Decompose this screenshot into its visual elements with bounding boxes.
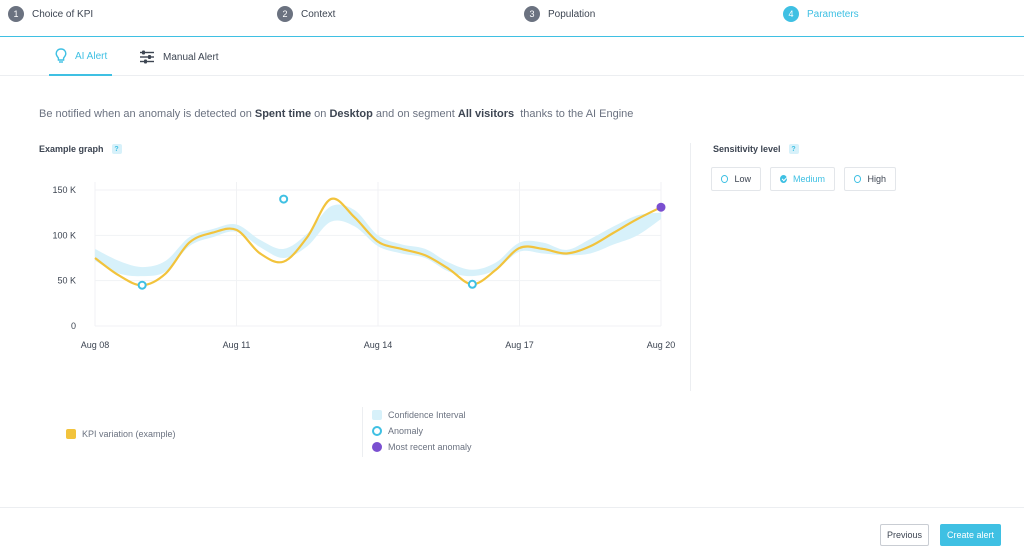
alert-type-tabs: AI Alert Manual Alert — [0, 38, 1024, 76]
step-number: 2 — [277, 6, 293, 22]
y-tick-label: 100 K — [52, 230, 76, 240]
sensitivity-medium[interactable]: Medium — [770, 167, 835, 191]
sensitivity-option-label: Medium — [792, 174, 825, 184]
step-number: 4 — [783, 6, 799, 22]
help-icon[interactable]: ? — [788, 144, 799, 154]
legend-divider — [362, 407, 363, 457]
footer-bar — [0, 507, 1024, 556]
check-icon — [780, 175, 787, 183]
sensitivity-label: Sensitivity level — [713, 144, 781, 154]
radio-icon — [721, 175, 729, 183]
step-number: 3 — [524, 6, 540, 22]
legend-confidence: Confidence Interval — [372, 410, 466, 420]
description-text: and on segment — [372, 108, 458, 120]
legend-recent-anomaly: Most recent anomaly — [372, 442, 472, 452]
legend-kpi: KPI variation (example) — [66, 429, 176, 439]
step-context[interactable]: 2 Context — [277, 6, 335, 22]
step-parameters[interactable]: 4 Parameters — [783, 6, 859, 22]
legend-label: KPI variation (example) — [82, 429, 176, 439]
previous-button[interactable]: Previous — [880, 524, 929, 546]
tab-ai-alert[interactable]: AI Alert — [49, 38, 113, 76]
sensitivity-option-label: High — [867, 174, 886, 184]
legend-label: Confidence Interval — [388, 410, 466, 420]
tab-manual-alert[interactable]: Manual Alert — [139, 38, 219, 76]
stepper: 1 Choice of KPI 2 Context 3 Population 4… — [0, 0, 1024, 37]
radio-icon — [854, 175, 862, 183]
recent-anomaly-point — [656, 202, 666, 212]
legend-anomaly: Anomaly — [372, 426, 423, 436]
anomaly-point — [279, 194, 289, 204]
x-tick-label: Aug 20 — [647, 340, 676, 350]
y-tick-label: 150 K — [52, 185, 76, 195]
sensitivity-high[interactable]: High — [844, 167, 896, 191]
x-tick-label: Aug 14 — [364, 340, 393, 350]
sensitivity-option-label: Low — [734, 174, 751, 184]
description-text: thanks to the AI Engine — [514, 108, 634, 120]
sliders-icon — [139, 50, 155, 64]
tab-label: AI Alert — [75, 50, 108, 62]
step-label: Choice of KPI — [32, 8, 94, 20]
tab-label: Manual Alert — [163, 51, 219, 63]
description-kpi: Spent time — [254, 108, 312, 120]
y-tick-label: 0 — [71, 321, 76, 331]
step-label: Population — [548, 8, 596, 20]
step-label: Context — [301, 8, 336, 20]
legend-swatch — [372, 442, 382, 452]
legend-swatch — [372, 426, 382, 436]
y-tick-label: 50 K — [57, 276, 76, 286]
step-choice-of-kpi[interactable]: 1 Choice of KPI — [8, 6, 93, 22]
x-tick-label: Aug 17 — [505, 340, 534, 350]
sensitivity-low[interactable]: Low — [711, 167, 761, 191]
step-population[interactable]: 3 Population — [524, 6, 595, 22]
legend-label: Most recent anomaly — [388, 442, 472, 452]
sensitivity-title: Sensitivity level ? — [713, 144, 799, 154]
legend-swatch — [372, 410, 382, 420]
description-text: Be notified when an anomaly is detected … — [39, 108, 255, 120]
description-device: Desktop — [329, 108, 373, 120]
anomaly-point — [467, 279, 477, 289]
step-label: Parameters — [807, 8, 859, 20]
legend-swatch — [66, 429, 76, 439]
create-alert-button[interactable]: Create alert — [940, 524, 1001, 546]
description-segment: All visitors — [457, 108, 515, 120]
example-chart: 0 50 K 100 K 150 K Aug 08 Aug 11 Aug 14 Aug 17 A… — [52, 182, 676, 350]
section-divider — [690, 143, 691, 391]
alert-description: Be notified when an anomaly is detected … — [39, 108, 633, 120]
example-graph-label: Example graph — [39, 144, 104, 154]
anomaly-point — [137, 280, 147, 290]
x-tick-label: Aug 11 — [223, 340, 251, 350]
confidence-band — [95, 204, 661, 277]
step-number: 1 — [8, 6, 24, 22]
x-tick-label: Aug 08 — [81, 340, 110, 350]
example-graph-title: Example graph ? — [39, 144, 122, 154]
lightbulb-icon — [55, 48, 67, 64]
kpi-line — [94, 197, 662, 287]
description-text: on — [311, 108, 330, 120]
help-icon[interactable]: ? — [111, 144, 122, 154]
legend-label: Anomaly — [388, 426, 424, 436]
